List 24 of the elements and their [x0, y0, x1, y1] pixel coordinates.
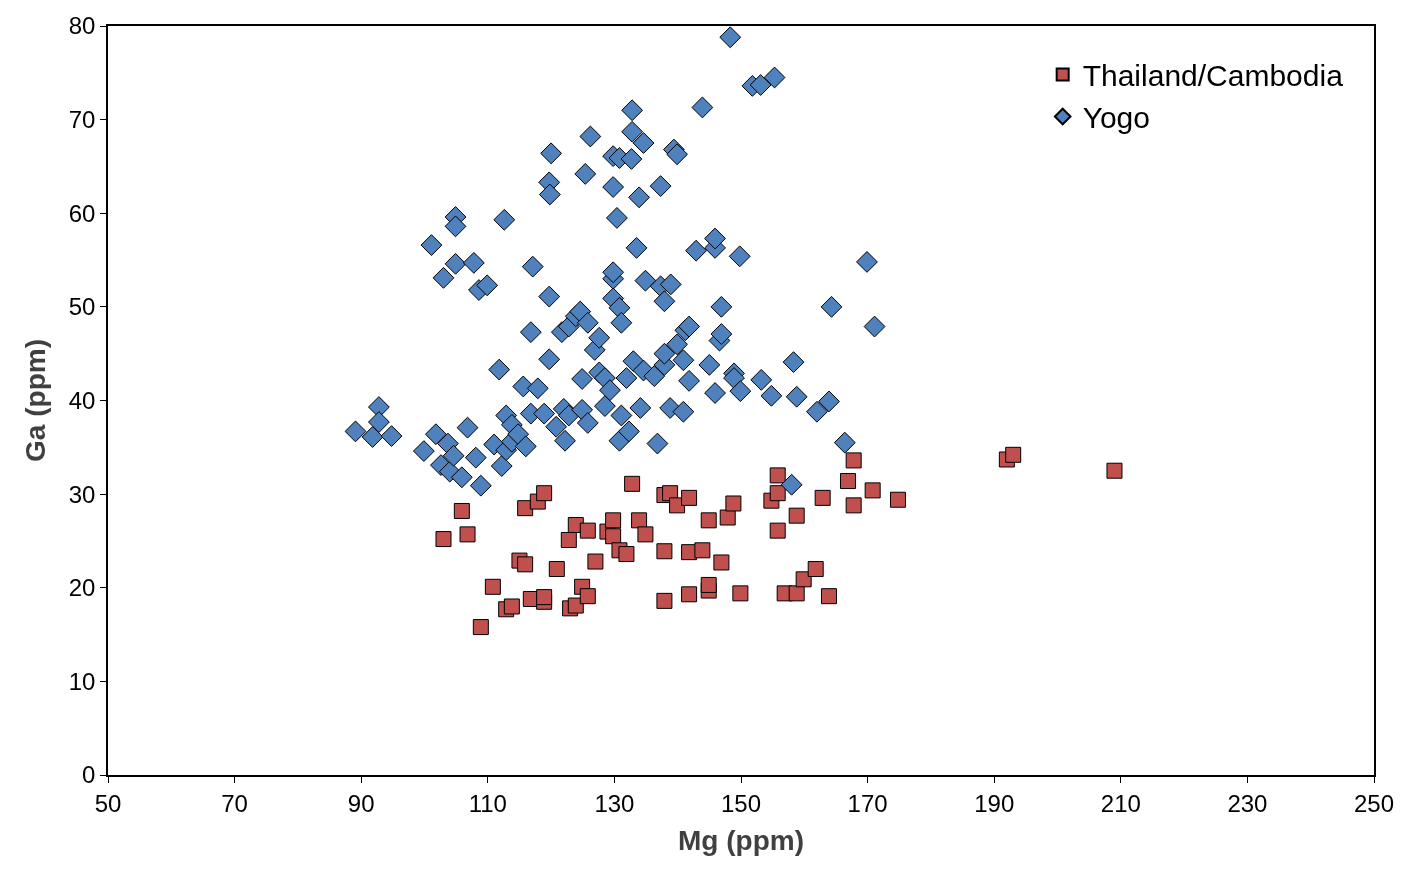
x-tick-label: 250	[1353, 789, 1395, 817]
legend-label: Yogo	[1082, 101, 1150, 135]
y-tick-label: 0	[82, 761, 96, 789]
x-tick-label: 50	[94, 789, 122, 817]
y-tick-label: 30	[68, 480, 96, 508]
y-tick-label: 20	[68, 574, 96, 602]
y-axis-title: Ga (ppm)	[19, 339, 51, 462]
x-tick-label: 230	[1227, 789, 1268, 817]
y-tick-label: 40	[68, 386, 96, 414]
legend-label: Thailand/Cambodia	[1082, 59, 1344, 93]
y-tick-label: 50	[68, 293, 96, 321]
y-tick-label: 10	[68, 667, 96, 695]
x-axis-title: Mg (ppm)	[678, 825, 804, 857]
y-tick-label: 80	[68, 12, 96, 40]
x-tick-label: 110	[468, 789, 507, 817]
x-tick-label: 170	[847, 789, 888, 817]
x-tick-label: 70	[221, 789, 248, 817]
x-tick-label: 90	[347, 789, 375, 817]
y-tick-label: 70	[68, 106, 96, 134]
x-tick-label: 130	[594, 789, 635, 817]
x-tick-label: 150	[720, 789, 762, 817]
x-tick-label: 210	[1100, 789, 1141, 817]
y-tick-label: 60	[68, 199, 96, 227]
x-tick-label: 190	[974, 789, 1015, 817]
